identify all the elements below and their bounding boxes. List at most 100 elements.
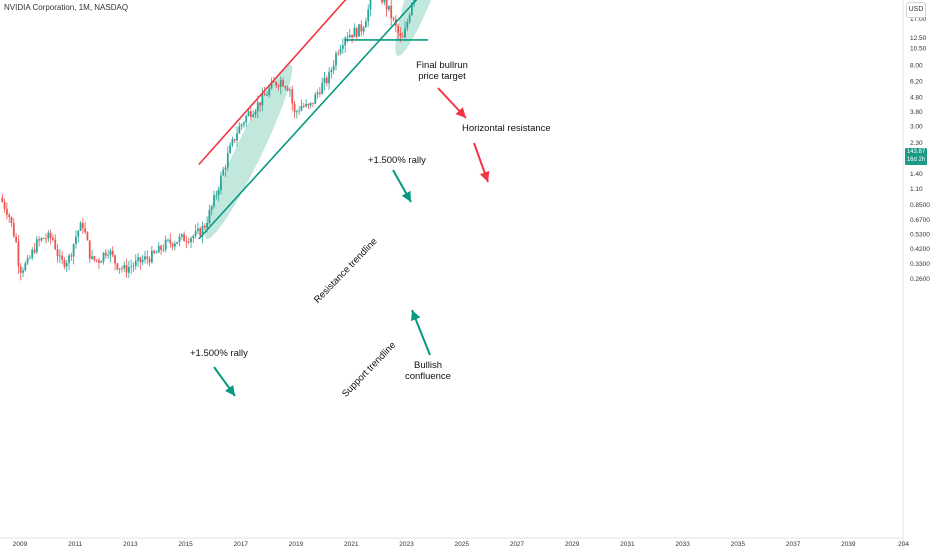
candle-down — [125, 264, 128, 273]
candle-up — [134, 260, 137, 266]
candle-down — [381, 0, 383, 3]
candle-up — [206, 222, 209, 228]
candle-up — [65, 262, 68, 267]
candle-up — [300, 105, 303, 111]
candle-up — [118, 268, 121, 270]
candle-up — [367, 9, 370, 22]
x-tick-label: 2035 — [731, 541, 746, 548]
candle-up — [236, 133, 238, 141]
candle-down — [12, 223, 15, 237]
candle-down — [282, 80, 284, 87]
rejection-arrow-icon — [473, 142, 490, 183]
last-price-value: 143.87 — [906, 149, 926, 155]
y-tick-label: 10.50 — [910, 46, 927, 53]
candle-down — [399, 33, 402, 37]
candle-up — [243, 122, 245, 125]
candle-up — [213, 195, 215, 207]
candle-down — [49, 232, 52, 238]
candle-up — [266, 95, 268, 97]
candle-down — [81, 223, 84, 229]
candle-down — [146, 256, 149, 259]
candle-up — [295, 111, 298, 113]
candle-up — [383, 0, 386, 3]
candle-up — [29, 257, 31, 259]
currency-button[interactable]: USD — [906, 2, 926, 18]
candle-up — [137, 257, 139, 261]
y-tick-label: 0.2600 — [910, 276, 930, 283]
candle-down — [98, 259, 100, 263]
candle-up — [35, 239, 38, 253]
candle-down — [183, 234, 185, 242]
candle-up — [167, 239, 169, 241]
candle-up — [100, 261, 103, 263]
candle-up — [364, 21, 367, 28]
candle-up — [353, 28, 356, 38]
candle-up — [77, 230, 80, 237]
x-tick-label: 2025 — [454, 541, 469, 548]
bullish-confluence-label: Bullish confluence — [405, 360, 451, 382]
candle-up — [314, 94, 317, 104]
candle-up — [261, 93, 264, 106]
target-arrow-icon — [437, 87, 467, 119]
candle-down — [70, 255, 73, 257]
candle-down — [95, 259, 98, 261]
rally-upper-label: +1.500% rally — [368, 155, 426, 166]
candle-up — [344, 37, 347, 46]
candle-down — [139, 257, 142, 263]
candle-up — [369, 0, 372, 10]
candle-up — [404, 28, 406, 38]
candle-up — [157, 245, 160, 253]
candle-up — [31, 249, 34, 258]
candle-up — [411, 3, 413, 16]
candle-down — [111, 250, 114, 256]
candle-down — [293, 103, 296, 113]
candle-down — [93, 256, 96, 260]
candle-down — [153, 250, 156, 253]
candle-down — [84, 228, 87, 233]
candle-up — [215, 194, 218, 196]
candle-up — [109, 250, 112, 256]
candle-down — [185, 241, 188, 242]
y-tick-label: 0.6700 — [910, 217, 930, 224]
candle-up — [173, 243, 176, 247]
candle-down — [355, 28, 358, 37]
y-tick-label: 2.30 — [910, 140, 923, 147]
candle-up — [408, 15, 411, 23]
candle-up — [240, 124, 243, 127]
y-tick-label: 0.5300 — [910, 231, 930, 238]
candle-up — [256, 102, 259, 112]
candle-up — [201, 225, 204, 236]
candle-up — [406, 22, 409, 29]
candle-up — [289, 89, 291, 91]
candle-down — [15, 236, 18, 242]
candle-up — [26, 258, 29, 264]
candle-up — [127, 267, 130, 273]
candle-down — [272, 81, 275, 83]
candle-up — [245, 115, 248, 123]
candle-up — [79, 223, 82, 231]
candle-down — [42, 238, 45, 239]
candle-up — [58, 255, 61, 257]
resistance-trendline — [198, 0, 347, 166]
candle-up — [316, 92, 319, 95]
candle-down — [325, 77, 328, 84]
candle-down — [33, 249, 36, 253]
candle-up — [123, 264, 126, 269]
candle-up — [328, 72, 330, 84]
candle-down — [148, 258, 151, 263]
x-tick-label: 2037 — [786, 541, 801, 548]
candle-down — [203, 225, 206, 228]
horizontal-resistance-label: Horizontal resistance — [462, 123, 551, 134]
candle-down — [397, 25, 400, 34]
candle-down — [114, 255, 116, 264]
candle-up — [321, 83, 324, 94]
x-tick-label: 204 — [898, 541, 909, 548]
candle-up — [197, 228, 199, 232]
candle-down — [351, 34, 353, 38]
candle-up — [150, 250, 153, 263]
candle-up — [162, 249, 165, 251]
candle-down — [360, 24, 363, 32]
candle-down — [233, 139, 236, 141]
confluence-arrow-icon — [411, 309, 431, 356]
